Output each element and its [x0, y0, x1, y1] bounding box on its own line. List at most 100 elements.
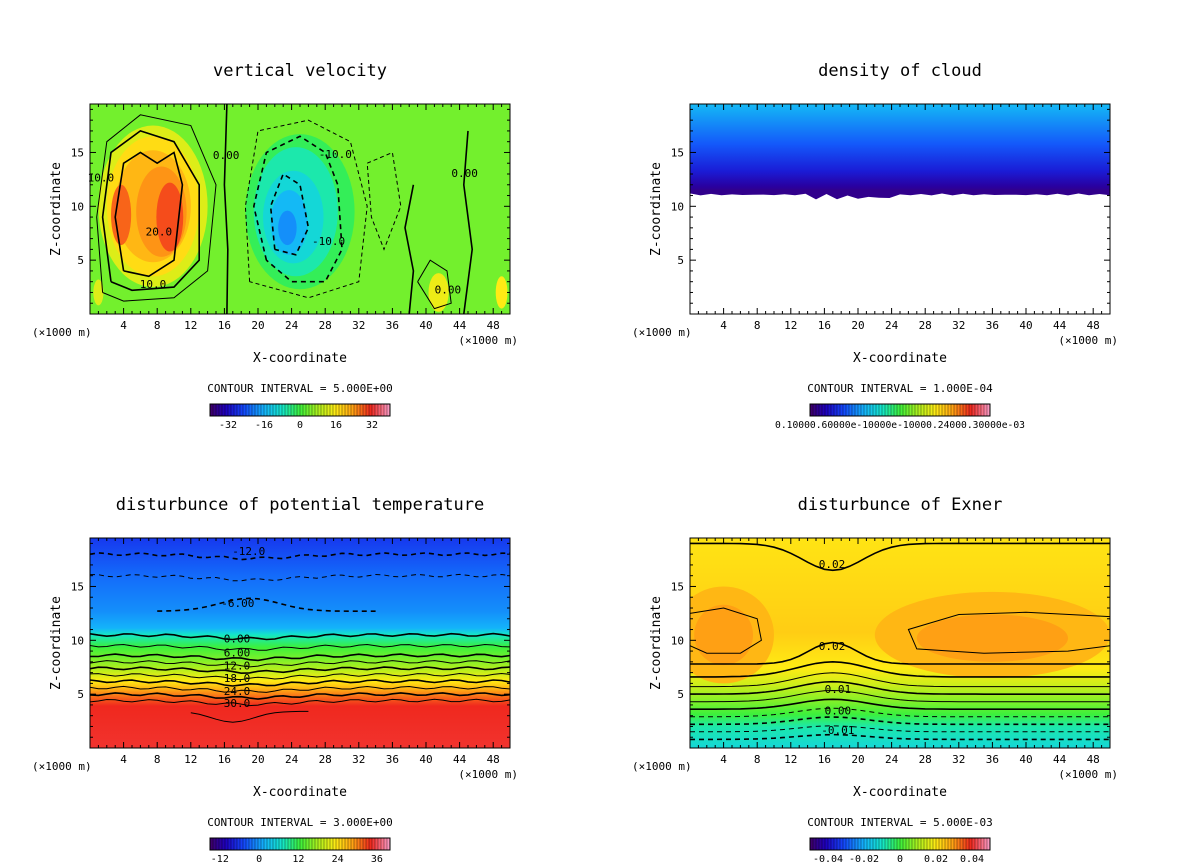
- colorbar-swatch: [276, 404, 280, 416]
- contour-line: [223, 104, 229, 314]
- colorbar-swatch: [891, 404, 895, 416]
- colorbar-swatch: [315, 404, 319, 416]
- contour-label: 0.01: [825, 683, 852, 696]
- contour-line: [101, 130, 200, 292]
- colorbar-swatch: [822, 838, 826, 850]
- colorbar-swatch: [825, 404, 829, 416]
- x-tick-label: 20: [851, 319, 864, 332]
- x-tick-label: 32: [352, 319, 365, 332]
- colorbar-swatch: [894, 838, 898, 850]
- colorbar-swatch: [387, 404, 391, 416]
- colorbar-swatch: [915, 404, 919, 416]
- contour-line: [417, 259, 452, 310]
- contour-label: 12.0: [224, 659, 251, 672]
- chart-title: density of cloud: [818, 61, 982, 81]
- colorbar-swatch: [966, 404, 970, 416]
- colorbar-swatch: [342, 838, 346, 850]
- colorbar-swatch: [288, 404, 292, 416]
- colorbar-swatch: [372, 838, 376, 850]
- colorbar-swatch: [336, 838, 340, 850]
- contour-line: [90, 552, 510, 561]
- contour-line: [90, 573, 510, 582]
- colorbar-tick-label: -12: [211, 854, 229, 865]
- colorbar-swatch: [882, 838, 886, 850]
- x-tick-label: 16: [818, 753, 831, 766]
- colorbar-swatch: [903, 838, 907, 850]
- x-tick-label: 24: [285, 319, 299, 332]
- contour-label: -10.0: [319, 148, 352, 161]
- x-tick-label: 8: [754, 753, 761, 766]
- colorbar-tick-label: 24: [332, 854, 344, 865]
- colorbar-swatch: [261, 838, 265, 850]
- x-tick-label: 36: [986, 753, 999, 766]
- y-tick-label: 10: [71, 634, 84, 647]
- colorbar-swatch: [270, 404, 274, 416]
- colorbar-swatch: [843, 838, 847, 850]
- colorbar-swatch: [291, 404, 295, 416]
- colorbar-swatch: [306, 404, 310, 416]
- x-tick-label: 24: [885, 319, 899, 332]
- contour-line: [244, 119, 368, 299]
- colorbar-swatch: [213, 404, 217, 416]
- y-tick-label: 15: [671, 146, 684, 159]
- colorbar-swatch: [318, 838, 322, 850]
- contour-line: [690, 641, 1110, 665]
- colorbar-swatch: [369, 404, 373, 416]
- field-blob: [93, 279, 104, 306]
- contour-label: 0.00: [451, 167, 478, 180]
- contour-label: 0.02: [819, 640, 846, 653]
- x-tick-label: 8: [154, 753, 161, 766]
- contour-line: [690, 660, 1110, 678]
- x-unit-left: (×1000 m): [632, 326, 692, 339]
- x-tick-label: 4: [120, 319, 127, 332]
- colorbar-swatch: [975, 404, 979, 416]
- colorbar-swatch: [321, 404, 325, 416]
- y-tick-label: 10: [671, 634, 684, 647]
- contour-label: -6.00: [221, 597, 254, 610]
- contour-interval: CONTOUR INTERVAL = 5.000E-03: [807, 816, 992, 829]
- colorbar-swatch: [249, 838, 253, 850]
- colorbar-swatch: [987, 404, 991, 416]
- colorbar-swatch: [921, 838, 925, 850]
- colorbar-swatch: [327, 404, 331, 416]
- colorbar-swatch: [231, 838, 235, 850]
- contour-label: 0.02: [819, 558, 846, 571]
- chart-panel-1: vertical velocity 10.0 20.0 10.0 0.00 -10.0 -1…: [32, 61, 518, 431]
- colorbar-swatch: [855, 404, 859, 416]
- x-tick-label: 32: [952, 753, 965, 766]
- colorbar-swatch: [897, 838, 901, 850]
- contour-line: [90, 643, 510, 651]
- contour-line: [404, 184, 415, 314]
- colorbar-swatch: [963, 404, 967, 416]
- colorbar-swatch: [285, 838, 289, 850]
- y-tick-label: 5: [77, 688, 84, 701]
- x-tick-label: 36: [386, 753, 399, 766]
- colorbar-swatch: [960, 838, 964, 850]
- colorbar-swatch: [351, 404, 355, 416]
- colorbar-swatch: [852, 404, 856, 416]
- x-unit-right: (×1000 m): [1058, 334, 1118, 347]
- colorbar-swatch: [225, 404, 229, 416]
- colorbar-swatch: [858, 838, 862, 850]
- colorbar-swatch: [300, 404, 304, 416]
- colorbar-tick-label: 0: [256, 854, 262, 865]
- colorbar-swatch: [903, 404, 907, 416]
- x-tick-label: 12: [784, 319, 797, 332]
- x-tick-label: 44: [1053, 319, 1067, 332]
- colorbar-swatch: [879, 838, 883, 850]
- x-tick-label: 40: [1019, 753, 1032, 766]
- contour-line: [157, 597, 376, 612]
- contour-label: 0.00: [435, 283, 462, 296]
- colorbar-swatch: [858, 404, 862, 416]
- x-axis-label: X-coordinate: [853, 351, 947, 366]
- y-tick-label: 15: [71, 580, 84, 593]
- contour-line: [252, 135, 343, 283]
- x-unit-right: (×1000 m): [1058, 768, 1118, 781]
- colorbar-swatch: [816, 404, 820, 416]
- colorbar-swatch: [942, 838, 946, 850]
- colorbar-swatch: [345, 838, 349, 850]
- colorbar-swatch: [831, 838, 835, 850]
- colorbar-swatch: [267, 838, 271, 850]
- colorbar-swatch: [294, 404, 298, 416]
- contour-label: 6.00: [224, 646, 251, 659]
